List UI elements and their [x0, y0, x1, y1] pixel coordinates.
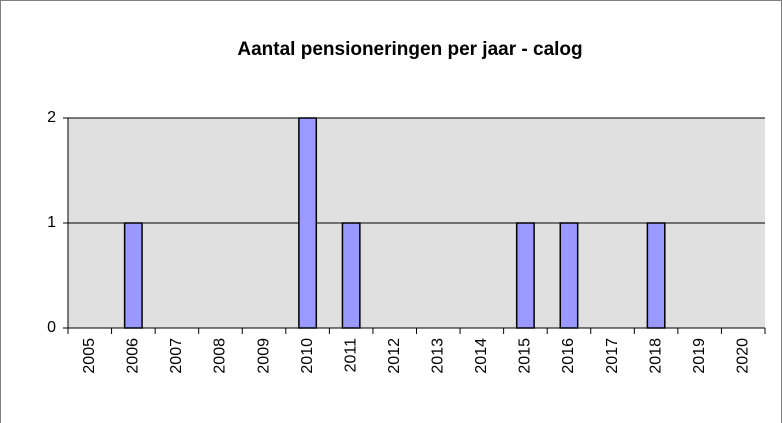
x-tick-label: 2016 — [560, 338, 577, 374]
x-tick-label: 2008 — [212, 338, 229, 374]
x-tick-label: 2020 — [734, 338, 751, 374]
x-tick-label: 2012 — [386, 338, 403, 374]
x-tick-label: 2006 — [125, 338, 142, 374]
bar — [559, 222, 579, 329]
x-tick-label: 2005 — [81, 338, 98, 374]
y-tick-label: 2 — [47, 109, 56, 126]
x-tick-label: 2019 — [691, 338, 708, 374]
bar — [646, 222, 666, 329]
bar — [298, 117, 318, 329]
bar — [341, 222, 361, 329]
x-tick-label: 2013 — [430, 338, 447, 374]
bar — [515, 222, 535, 329]
chart-title: Aantal pensioneringen per jaar - calog — [237, 39, 582, 60]
bar — [123, 222, 143, 329]
x-tick-label: 2007 — [168, 338, 185, 374]
y-tick-label: 0 — [47, 319, 56, 336]
x-tick-label: 2010 — [299, 338, 316, 374]
x-tick-label: 2009 — [255, 338, 272, 374]
x-tick-label: 2011 — [342, 338, 359, 373]
x-tick-label: 2018 — [647, 338, 664, 374]
x-tick-label: 2015 — [517, 338, 534, 374]
y-tick-label: 1 — [47, 214, 56, 231]
x-tick-label: 2017 — [604, 338, 621, 374]
x-tick-label: 2014 — [473, 338, 490, 374]
